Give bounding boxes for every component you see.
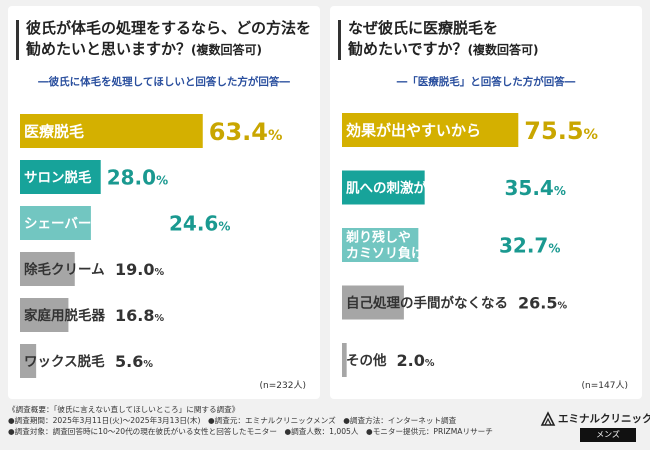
value-label: 35.4% (505, 176, 566, 200)
bar (20, 252, 75, 286)
bar (342, 343, 347, 377)
value-unit: % (584, 127, 598, 143)
category-label: 剃り残しや (346, 230, 411, 246)
value-number: 75.5 (524, 117, 583, 145)
logo-subtext: メンズ (580, 428, 636, 442)
value-unit: % (154, 267, 164, 278)
right-question-title: なぜ彼氏に医療脱毛を 勧めたいですか？(複数回答可) (338, 18, 634, 61)
value-number: 5.6 (115, 352, 143, 371)
value-number: 32.7 (499, 234, 548, 258)
value-unit: % (554, 184, 566, 198)
category-label: その他 (346, 352, 387, 369)
right-subtitle: ―「医療脱毛」と回答した方が回答― (396, 76, 576, 88)
value-number: 19.0 (115, 260, 154, 279)
value-unit: % (218, 220, 230, 234)
value-label: 19.0% (115, 260, 164, 279)
value-number: 16.8 (115, 306, 154, 325)
bar (342, 285, 404, 320)
category-label: サロン脱毛 (24, 169, 92, 186)
bar (20, 298, 69, 332)
bar (20, 160, 101, 194)
logo-mark-icon (540, 411, 556, 426)
value-unit: % (143, 359, 153, 370)
left-bar-chart: 医療脱毛 63.4% サロン脱毛 28.0% シェーバーやカミソリ 24.6% 除毛クリーム… (20, 114, 283, 378)
bar (342, 170, 425, 205)
footer-line: 《調査概要：「彼氏に言えない直してほしいところ」に関する調査》 (8, 405, 240, 414)
right-panel: なぜ彼氏に医療脱毛を 勧めたいですか？(複数回答可) ―「医療脱毛」と回答した方… (330, 6, 642, 399)
value-label: 2.0% (397, 351, 435, 370)
value-label: 26.5% (518, 294, 567, 313)
title-accent-bar (16, 20, 19, 60)
logo-text: エミナルクリニック (558, 413, 650, 425)
clinic-logo: エミナルクリニック メンズ (536, 408, 650, 446)
value-label: 5.6% (115, 352, 153, 371)
value-number: 63.4 (209, 118, 268, 146)
value-unit: % (425, 358, 435, 369)
right-title-line1: なぜ彼氏に医療脱毛を (348, 19, 499, 37)
category-label: 除毛クリーム (24, 261, 105, 278)
value-label: 63.4% (209, 118, 283, 146)
value-label: 28.0% (107, 166, 168, 190)
value-number: 35.4 (505, 176, 554, 200)
right-title-note: (複数回答可) (467, 43, 539, 57)
footer-line: ●調査対象：調査回答時に10～20代の現在彼氏がいる女性と回答したモニター ●調… (8, 427, 493, 436)
category-label: 医療脱毛 (24, 122, 84, 140)
value-unit: % (156, 174, 168, 188)
value-label: 75.5% (524, 117, 598, 145)
category-label: 効果が出やすいから (346, 121, 481, 139)
value-label: 32.7% (499, 234, 560, 258)
right-title-line2: 勧めたいですか？ (348, 40, 468, 58)
value-unit: % (557, 301, 567, 312)
value-number: 26.5 (518, 294, 557, 313)
bar (20, 114, 203, 148)
category-label: 肌への刺激が抑えられる (346, 179, 495, 196)
right-bar-chart: 効果が出やすいから 75.5% 肌への刺激が抑えられる 35.4% 剃り残しやカミソリ負… (342, 113, 598, 377)
survey-footer: 《調査概要：「彼氏に言えない直してほしいところ」に関する調査》 ●調査期間：20… (8, 404, 528, 437)
left-question-title: 彼氏が体毛の処理をするなら、どの方法を 勧めたいと思いますか？(複数回答可) (16, 18, 312, 61)
bar (342, 228, 419, 262)
value-number: 24.6 (169, 212, 218, 236)
category-label: 自己処理の手間がなくなる (346, 294, 508, 311)
value-unit: % (154, 313, 164, 324)
bar (342, 113, 519, 147)
left-subtitle: ―彼氏に体毛を処理してほしいと回答した方が回答― (38, 76, 290, 88)
left-sample-size: (n=232人) (259, 381, 306, 391)
value-number: 28.0 (107, 166, 156, 190)
value-number: 2.0 (397, 351, 425, 370)
category-label: シェーバーやカミソリ (24, 216, 159, 232)
left-title-line2: 勧めたいと思いますか？ (26, 40, 192, 58)
value-unit: % (268, 128, 282, 144)
category-label: ワックス脱毛 (24, 353, 105, 370)
bar (20, 344, 37, 378)
footer-line: ●調査期間：2025年3月11日(火)～2025年3月13日(木) ●調査元：エ… (8, 416, 457, 425)
category-label: 家庭用脱毛器 (24, 307, 105, 324)
right-sample-size: (n=147人) (581, 381, 628, 391)
value-label: 16.8% (115, 306, 164, 325)
bar (20, 206, 91, 240)
left-title-note: (複数回答可) (191, 43, 262, 57)
value-label: 24.6% (169, 212, 230, 236)
title-accent-bar (338, 20, 341, 60)
category-label: カミソリ負けがなくなる (346, 246, 489, 262)
value-unit: % (548, 242, 560, 256)
left-panel: 彼氏が体毛の処理をするなら、どの方法を 勧めたいと思いますか？(複数回答可) ―… (8, 6, 320, 399)
left-title-line1: 彼氏が体毛の処理をするなら、どの方法を (26, 19, 312, 37)
